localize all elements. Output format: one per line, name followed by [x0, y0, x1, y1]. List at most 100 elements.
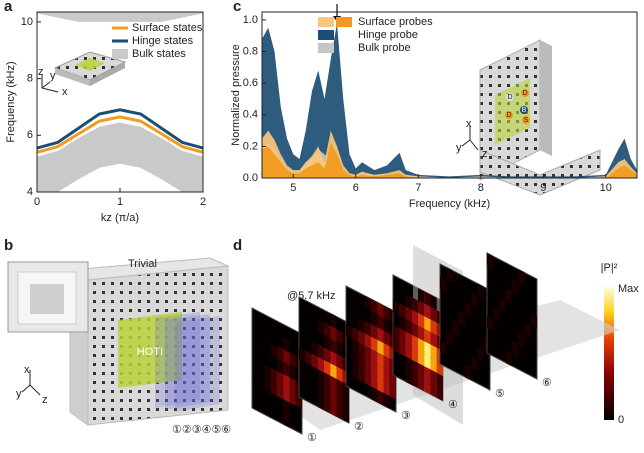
colorbar [604, 285, 614, 420]
heat-cell [430, 332, 437, 348]
heat-cell [283, 374, 290, 390]
y-axis-label: Frequency (kHz) [5, 61, 17, 142]
heat-cell [418, 300, 425, 317]
heat-cell [317, 356, 324, 373]
heat-cell [405, 331, 412, 348]
panel-label: d [233, 237, 242, 254]
x-tick-label: 5 [290, 182, 296, 194]
heat-cell [499, 297, 506, 313]
heat-cell [283, 411, 290, 428]
heat-cell [289, 377, 296, 394]
heat-cell [336, 329, 343, 345]
heat-cell [430, 369, 437, 386]
sample-render [7, 257, 230, 426]
x-tick-label: 9 [540, 182, 546, 194]
heat-cell [440, 276, 447, 293]
inset-sample [461, 39, 601, 196]
heat-cell [299, 347, 306, 363]
heat-cell [283, 349, 290, 365]
heat-cell [411, 347, 418, 363]
heat-cell [424, 328, 431, 345]
heat-cell [364, 358, 371, 374]
x-tick-label: 10 [600, 182, 612, 194]
heat-cell [330, 375, 337, 392]
heat-cell [358, 317, 365, 334]
heat-cell [518, 269, 525, 285]
heat-cell [487, 253, 494, 269]
heat-cell [358, 355, 365, 371]
heatmap-slice [345, 285, 397, 413]
heat-cell [430, 357, 437, 373]
heat-cell [270, 380, 277, 396]
heat-cell [424, 366, 431, 382]
heat-cell [364, 333, 371, 349]
x-tick-label: 0 [34, 196, 40, 208]
heat-cell [505, 287, 512, 304]
legend-label: Hinge probe [358, 29, 418, 41]
heat-cell [399, 340, 406, 357]
y-tick-label: 0.2 [243, 140, 258, 152]
y-tick-label: 0.0 [243, 172, 258, 184]
axis-letter: y [50, 70, 56, 82]
heat-cell [283, 336, 290, 353]
heat-cell [383, 330, 390, 347]
heat-cell [289, 390, 296, 406]
heat-cell [358, 342, 365, 359]
heat-cell [393, 325, 400, 341]
heat-cell [377, 339, 384, 356]
legend-swatch [318, 17, 334, 27]
heat-cell [418, 375, 425, 392]
axis-letter: y [456, 142, 462, 154]
y-tick-label: 0.6 [243, 77, 258, 89]
heat-cell [383, 305, 390, 322]
axis-letter: x [466, 118, 472, 130]
heatmap-slice [439, 263, 491, 391]
slice-labels: ①②③④⑤⑥ [172, 424, 231, 436]
heat-cell [418, 350, 425, 367]
legend-swatch [336, 17, 352, 27]
x-tick-label: 2 [200, 196, 206, 208]
heat-cell [465, 302, 472, 318]
heat-cell [383, 380, 390, 397]
heat-cell [377, 327, 384, 343]
heat-cell [418, 325, 425, 342]
heat-cell [436, 385, 443, 401]
x-tick-label: 6 [353, 182, 359, 194]
heat-cell [436, 372, 443, 389]
heat-cell [330, 338, 337, 354]
y-tick-label: 8 [27, 73, 33, 85]
heat-cell [352, 364, 359, 380]
heat-cell [358, 330, 365, 346]
heat-cell [364, 320, 371, 337]
heat-cell [336, 404, 343, 420]
heat-cell [311, 353, 318, 370]
heat-cell [487, 315, 494, 332]
heat-cell [512, 341, 519, 357]
x-axis-label: Frequency (kHz) [409, 198, 490, 210]
heat-cell [364, 370, 371, 387]
probe-letter: D [522, 90, 527, 97]
heat-cell [342, 394, 349, 411]
axis-letter: z [42, 394, 48, 406]
colorbar-min: 0 [618, 414, 624, 426]
state-line [37, 108, 203, 150]
heat-cell [383, 393, 390, 409]
heat-cell [430, 319, 437, 336]
state-line [37, 115, 203, 154]
heat-cell [446, 267, 453, 283]
axis-letter: z [482, 148, 488, 160]
heat-cell [399, 315, 406, 332]
heat-cell [430, 382, 437, 398]
legend-swatch [318, 43, 334, 53]
heat-cell [418, 363, 425, 379]
heat-cell [283, 386, 290, 403]
heat-cell [418, 288, 425, 304]
heat-cell [405, 369, 412, 385]
heat-cell [411, 372, 418, 388]
heat-cell [283, 361, 290, 378]
heat-cell [324, 322, 331, 339]
heat-cell [405, 306, 412, 323]
heat-cell [336, 341, 343, 358]
legend-swatch [318, 30, 334, 40]
